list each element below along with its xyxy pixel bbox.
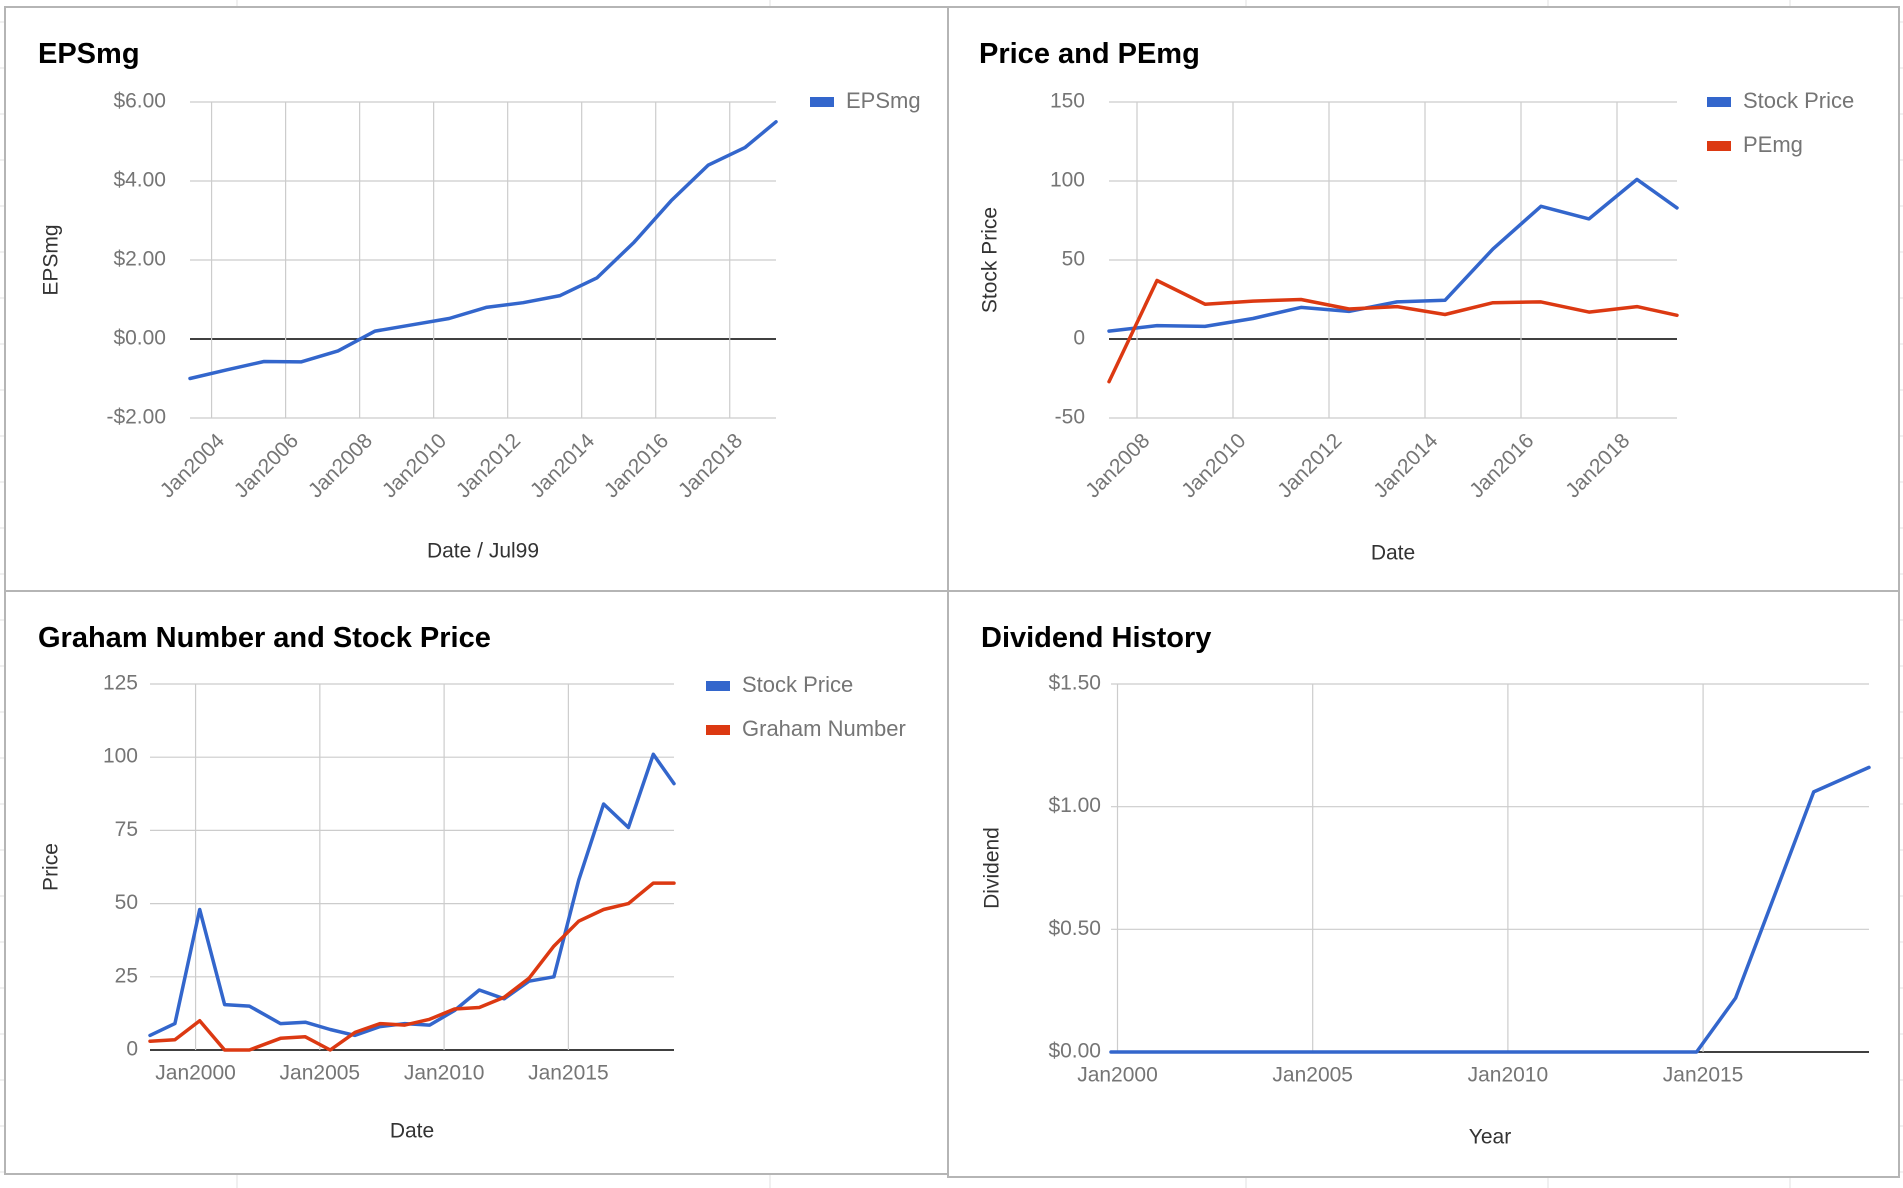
series-line-dividend (1109, 765, 1871, 1054)
y-tick-label: $1.00 (1048, 794, 1101, 817)
y-tick-label: 100 (1050, 169, 1085, 192)
y-tick-label: 50 (115, 891, 138, 914)
chart-panel-price-and-pemg[interactable]: 150 100 50 0 -50 Jan2008 Jan2010 Jan2012 Jan2014… (947, 6, 1900, 592)
y-tick-label: -50 (1055, 406, 1085, 429)
x-tick-label: Jan2004 (156, 429, 229, 502)
y-tick-label: $0.00 (113, 327, 166, 350)
x-tick-label: Jan2010 (1468, 1064, 1549, 1087)
x-axis-title: Year (1469, 1126, 1511, 1149)
y-tick-label: 0 (126, 1038, 138, 1061)
legend-swatch (706, 681, 730, 691)
legend-label: PEmg (1743, 132, 1803, 157)
y-tick-label: $2.00 (113, 248, 166, 271)
y-axis-title: Stock Price (979, 207, 1002, 313)
x-tick-label: Jan2006 (230, 429, 303, 502)
x-tick-label: Jan2018 (674, 429, 747, 502)
y-tick-label: $1.50 (1048, 672, 1101, 695)
x-tick-label: Jan2000 (155, 1062, 236, 1085)
x-tick-label: Jan2015 (1663, 1064, 1744, 1087)
chart-panel-dividend-history[interactable]: $1.50 $1.00 $0.50 $0.00 Jan2000 Jan2005 Jan201… (947, 590, 1900, 1178)
legend-label: Stock Price (1743, 88, 1854, 113)
y-tick-label: 75 (115, 818, 138, 841)
x-axis-title: Date (1371, 542, 1415, 565)
y-axis-title: Price (40, 843, 63, 891)
x-axis-title: Date (390, 1120, 434, 1143)
x-tick-label: Jan2014 (526, 429, 599, 502)
legend-label: EPSmg (846, 88, 921, 113)
legend-swatch (706, 725, 730, 735)
x-tick-label: Jan2010 (378, 429, 451, 502)
legend-swatch (1707, 97, 1731, 107)
y-tick-label: -$2.00 (106, 406, 166, 429)
x-tick-label: Jan2005 (1272, 1064, 1353, 1087)
x-tick-label: Jan2008 (304, 429, 377, 502)
y-tick-label: $0.50 (1048, 917, 1101, 940)
chart-title: Graham Number and Stock Price (38, 622, 491, 654)
x-tick-label: Jan2012 (452, 429, 525, 502)
y-tick-label: 125 (103, 672, 138, 695)
y-tick-label: 0 (1073, 327, 1085, 350)
y-tick-label: 100 (103, 745, 138, 768)
chart-panel-epsmg[interactable]: $6.00 $4.00 $2.00 $0.00 -$2.00 Jan2004 Jan2006… (4, 6, 949, 592)
x-tick-label: Jan2010 (404, 1062, 485, 1085)
x-tick-label: Jan2005 (280, 1062, 361, 1085)
legend-label: Graham Number (742, 716, 906, 741)
legend-label: Stock Price (742, 672, 853, 697)
x-tick-label: Jan2016 (1465, 429, 1538, 502)
chart-title: Price and PEmg (979, 38, 1200, 70)
chart-title: EPSmg (38, 38, 140, 70)
x-tick-label: Jan2016 (600, 429, 673, 502)
x-tick-label: Jan2015 (528, 1062, 609, 1085)
y-tick-label: 25 (115, 964, 138, 987)
legend-swatch (1707, 141, 1731, 151)
chart-graham-number-and-stock-price: 125 100 75 50 25 0 Jan2000 Jan2005 Jan2010 Jan201… (40, 672, 906, 1143)
y-tick-label: $6.00 (113, 90, 166, 113)
chart-panel-graham-number[interactable]: 125 100 75 50 25 0 Jan2000 Jan2005 Jan2010 Jan201… (4, 590, 949, 1175)
x-tick-label: Jan2008 (1081, 429, 1154, 502)
y-tick-label: 150 (1050, 90, 1085, 113)
y-tick-label: 50 (1062, 248, 1085, 271)
x-axis-title: Date / Jul99 (427, 540, 539, 563)
series-line-stock-price (1107, 177, 1679, 333)
x-tick-label: Jan2018 (1561, 429, 1634, 502)
y-axis-title: Dividend (981, 827, 1004, 909)
x-tick-label: Jan2014 (1369, 429, 1442, 502)
series-line-epsmg (188, 120, 778, 381)
series-line-graham-number (148, 881, 676, 1052)
y-tick-label: $0.00 (1048, 1040, 1101, 1063)
x-tick-label: Jan2010 (1177, 429, 1250, 502)
legend-swatch (810, 97, 834, 107)
x-tick-label: Jan2012 (1273, 429, 1346, 502)
series-line-pemg (1107, 278, 1679, 384)
y-axis-title: EPSmg (40, 224, 63, 295)
chart-title: Dividend History (981, 622, 1212, 654)
x-tick-label: Jan2000 (1077, 1064, 1158, 1087)
series-line-stock-price (148, 752, 676, 1038)
y-tick-label: $4.00 (113, 169, 166, 192)
